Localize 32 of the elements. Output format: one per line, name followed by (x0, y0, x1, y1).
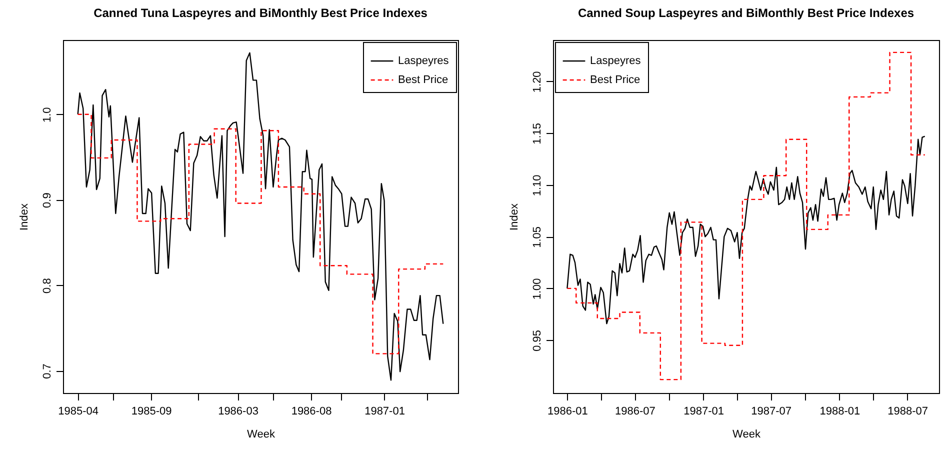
y-tick-label: 0.95 (532, 330, 544, 352)
x-tick-label: 1987-01 (684, 406, 724, 418)
x-axis-title: Week (247, 428, 276, 440)
y-tick-label: 1.05 (532, 226, 544, 248)
x-tick-label: 1986-08 (291, 406, 332, 418)
x-tick-label: 1988-07 (888, 406, 928, 418)
legend-label: Best Price (590, 74, 640, 86)
x-axis-title: Week (732, 428, 761, 440)
x-tick-label: 1985-09 (131, 406, 172, 418)
y-tick-label: 0.8 (42, 278, 54, 294)
x-tick-label: 1986-01 (547, 406, 588, 418)
x-tick-label: 1985-04 (58, 406, 99, 418)
y-tick-label: 1.15 (532, 122, 544, 144)
chart-title: Canned Tuna Laspeyres and BiMonthly Best Price Indexes (94, 6, 428, 20)
legend-label: Best Price (398, 74, 448, 86)
y-tick-label: 1.0 (42, 107, 54, 123)
x-tick-label: 1988-01 (820, 406, 860, 418)
legend-label: Laspeyres (398, 55, 450, 67)
y-tick-label: 1.10 (532, 174, 544, 196)
y-axis-title: Index (18, 203, 30, 230)
x-tick-label: 1987-01 (364, 406, 405, 418)
chart-title: Canned Soup Laspeyres and BiMonthly Best Price Indexes (578, 6, 914, 20)
x-tick-label: 1986-07 (614, 406, 656, 418)
y-tick-label: 1.20 (532, 71, 544, 93)
y-axis-title: Index (508, 203, 520, 230)
y-tick-label: 0.7 (42, 364, 54, 379)
x-tick-label: 1987-07 (751, 406, 792, 418)
x-tick-label: 1986-03 (218, 406, 258, 418)
y-tick-label: 0.9 (42, 192, 54, 208)
legend-label: Laspeyres (590, 55, 642, 67)
y-tick-label: 1.00 (532, 278, 544, 300)
line-series (566, 136, 926, 324)
